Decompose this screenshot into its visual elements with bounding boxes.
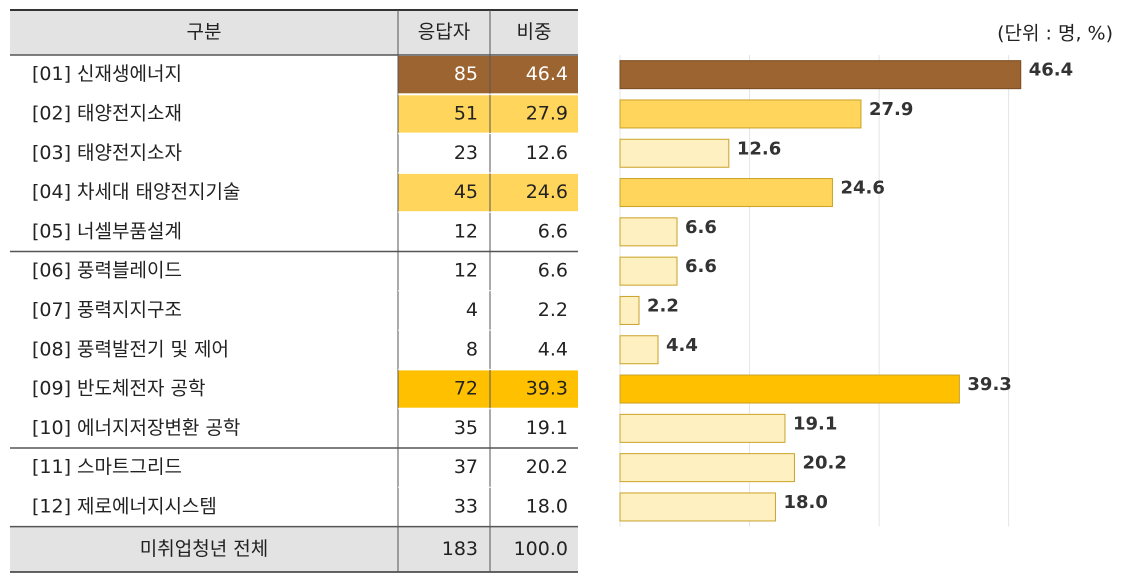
count-cell: 35 (454, 417, 478, 439)
share-cell: 18.0 (526, 495, 568, 517)
cell-highlight (398, 370, 578, 408)
bar-label: 18.0 (783, 492, 827, 513)
row-label: [12] 제로에너지시스템 (32, 495, 217, 517)
row-label: [08] 풍력발전기 및 제어 (32, 338, 229, 360)
total-label: 미취업청년 전체 (140, 538, 268, 560)
share-cell: 24.6 (526, 181, 568, 203)
share-cell: 4.4 (538, 338, 568, 360)
header-cell: 응답자 (418, 21, 470, 43)
bar-label: 27.9 (869, 99, 913, 120)
bar-label: 2.2 (647, 295, 679, 316)
bar (619, 256, 678, 286)
bar (619, 492, 776, 522)
header-bg (10, 10, 578, 55)
total-share: 100.0 (514, 538, 568, 560)
cell-highlight (398, 95, 578, 133)
share-cell: 6.6 (538, 220, 568, 242)
bar (619, 335, 659, 365)
share-cell: 46.4 (526, 63, 568, 85)
total-bg (10, 526, 578, 572)
row-label: [07] 풍력지지구조 (32, 299, 182, 321)
count-cell: 85 (454, 63, 478, 85)
count-cell: 72 (454, 378, 478, 400)
share-cell: 6.6 (538, 260, 568, 282)
count-cell: 8 (466, 338, 478, 360)
bar-label: 12.6 (737, 138, 781, 159)
bar (619, 178, 833, 208)
share-cell: 20.2 (526, 456, 568, 478)
bar (619, 453, 795, 483)
row-label: [02] 태양전지소재 (32, 102, 182, 124)
count-cell: 51 (454, 102, 478, 124)
bar-label: 39.3 (967, 374, 1011, 395)
count-cell: 45 (454, 181, 478, 203)
cell-highlight (398, 56, 578, 94)
count-cell: 12 (454, 220, 478, 242)
row-label: [06] 풍력블레이드 (32, 260, 182, 282)
share-cell: 19.1 (526, 417, 568, 439)
header-cell: 구분 (187, 21, 222, 43)
bar-label: 6.6 (685, 217, 717, 238)
count-cell: 37 (454, 456, 478, 478)
bar (619, 99, 862, 129)
bar-label: 6.6 (685, 256, 717, 277)
row-label: [01] 신재생에너지 (32, 63, 182, 85)
bar-label: 19.1 (793, 413, 837, 434)
bar (619, 374, 960, 404)
header-cell: 비중 (517, 21, 552, 43)
bar-label: 4.4 (666, 335, 698, 356)
total-count: 183 (442, 538, 478, 560)
row-label: [04] 차세대 태양전지기술 (32, 181, 240, 203)
bar (619, 138, 730, 168)
row-label: [03] 태양전지소자 (32, 142, 182, 164)
row-label: [09] 반도체전자 공학 (32, 378, 205, 400)
count-cell: 4 (466, 299, 478, 321)
bar-label: 46.4 (1029, 60, 1073, 81)
bar (619, 413, 786, 443)
count-cell: 33 (454, 495, 478, 517)
unit-note: (단위 : 명, %) (997, 23, 1113, 45)
row-label: [05] 너셀부품설계 (32, 220, 182, 242)
cell-highlight (398, 173, 578, 212)
share-cell: 2.2 (538, 299, 568, 321)
bar-label: 20.2 (802, 453, 846, 474)
count-cell: 12 (454, 260, 478, 282)
row-label: [10] 에너지저장변환 공학 (32, 417, 240, 439)
row-label: [11] 스마트그리드 (32, 456, 182, 478)
share-cell: 39.3 (526, 378, 568, 400)
bar (619, 295, 640, 325)
bar-label: 24.6 (840, 178, 884, 199)
bar (619, 217, 678, 247)
bar (619, 60, 1022, 90)
share-cell: 27.9 (526, 102, 568, 124)
share-cell: 12.6 (526, 142, 568, 164)
count-cell: 23 (454, 142, 478, 164)
